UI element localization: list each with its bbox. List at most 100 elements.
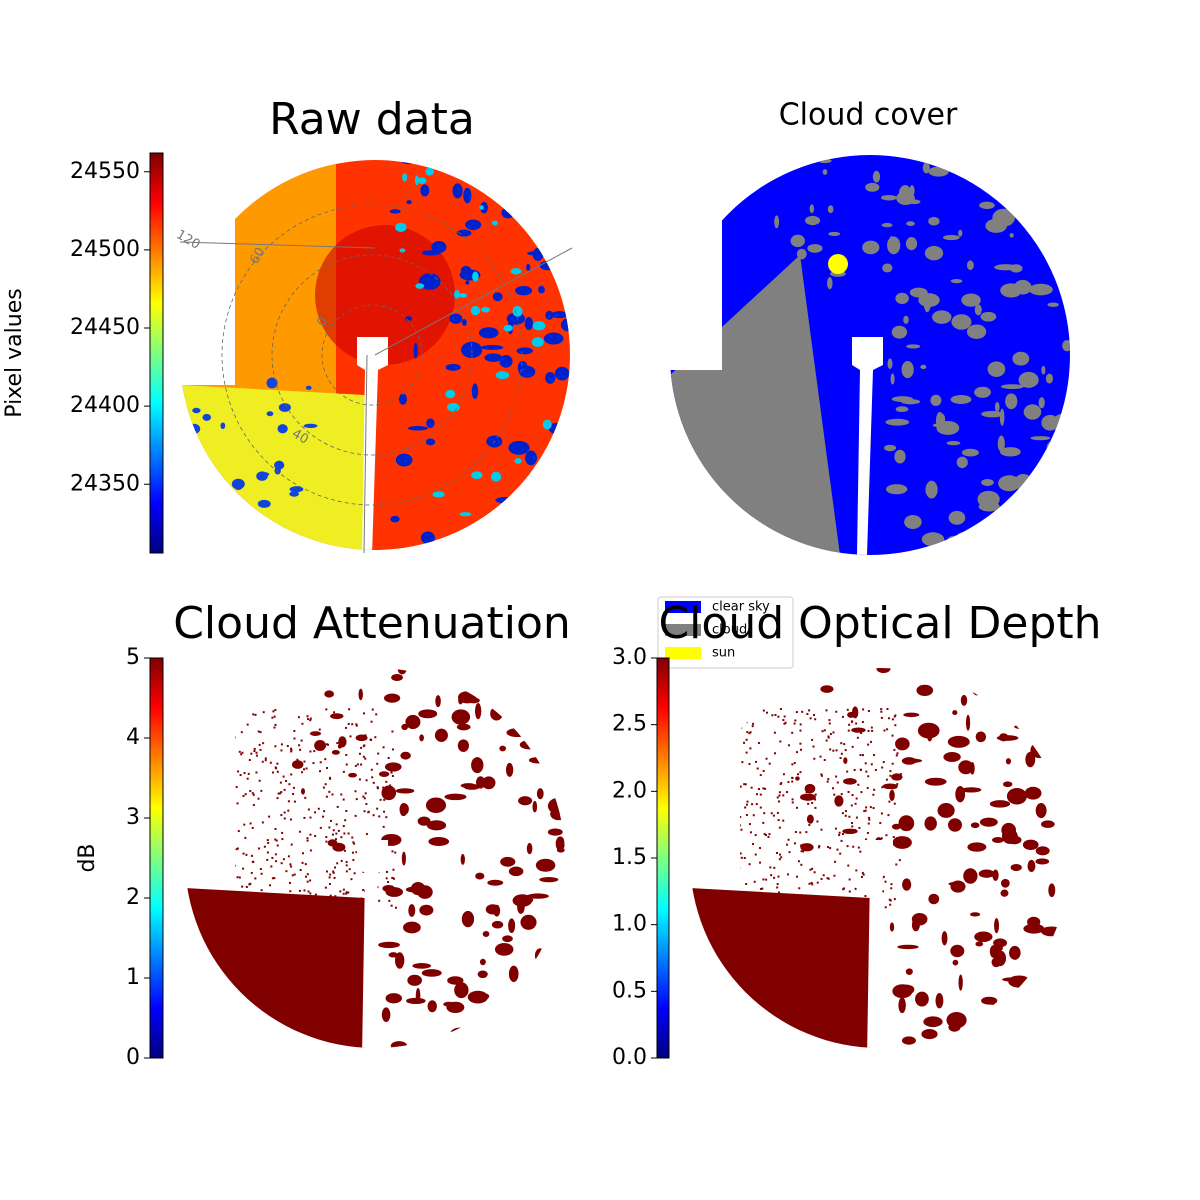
cloud-patch [796, 248, 807, 260]
cloud-pixel [834, 860, 837, 863]
cloud-patch [916, 684, 934, 697]
cloud-patch [538, 487, 561, 504]
cloud-patch [999, 408, 1005, 426]
cloud-pixel [736, 821, 739, 824]
cloud-pixel [376, 807, 379, 810]
cloud-pixel [864, 809, 867, 812]
cloud-pixel [385, 870, 388, 873]
cloud-patch [1001, 822, 1017, 838]
cloud-pixel [888, 717, 891, 720]
cloud-pixel [802, 850, 805, 853]
cloud-patch [924, 816, 937, 831]
cloud-patch [391, 673, 403, 682]
cloud-patch [521, 164, 532, 176]
cloud-pixel [245, 853, 248, 856]
cloud-patch [1038, 740, 1060, 749]
cloud-pixel [240, 753, 243, 756]
cloud-pixel [758, 847, 761, 850]
cloud-region [185, 888, 365, 1048]
cloud-patch [260, 472, 270, 477]
cloud-pixel [286, 744, 289, 747]
cloud-pixel [791, 731, 794, 734]
cloud-pixel [255, 754, 258, 757]
cloud-patch [1022, 839, 1039, 850]
cloud-patch [539, 219, 553, 228]
cloud-patch [981, 996, 998, 1005]
polar-grid [271, 254, 473, 456]
cloud-patch [232, 481, 237, 488]
cloud-patch [499, 745, 507, 752]
cloud-pixel [311, 897, 314, 900]
cloud-patch [305, 385, 312, 390]
cloud-pixel [307, 890, 310, 893]
cloud-patch [531, 495, 538, 510]
cloud-pixel [743, 783, 746, 786]
cloud-pixel [274, 838, 277, 841]
cloud-patch [544, 1042, 560, 1048]
cloud-pixel [267, 841, 270, 844]
cloud-patch [795, 776, 800, 781]
cloud-pixel [321, 903, 324, 906]
cloud-pixel [375, 713, 378, 716]
cloud-pixel [776, 796, 779, 799]
cloud-pixel [246, 723, 249, 726]
cloud-pixel [741, 720, 744, 723]
cloud-pixel [363, 810, 366, 813]
cloud-patch [471, 757, 484, 774]
cloud-patch [945, 535, 964, 553]
cloud-pixel [287, 800, 290, 803]
cloud-pixel [348, 708, 351, 711]
cloud-patch [1048, 883, 1056, 898]
cloud-pixel [862, 708, 865, 711]
cloud-pixel [283, 811, 286, 814]
cloud-patch [881, 222, 893, 228]
cloud-pixel [895, 754, 898, 757]
cloud-pixel [290, 749, 293, 752]
cloud-pixel [365, 833, 368, 836]
cloud-patch [479, 205, 484, 210]
cloud-pixel [762, 787, 765, 790]
cloud-pixel [243, 715, 246, 718]
cloud-patch [1009, 945, 1021, 960]
cloud-pixel [302, 852, 305, 855]
cloud-pixel [245, 885, 248, 888]
cloud-patch [557, 697, 562, 707]
cloud-patch [965, 714, 971, 731]
cloud-pixel [739, 852, 742, 855]
cloud-pixel [841, 812, 844, 815]
colorbar-tick-label: 24450 [70, 315, 140, 340]
cloud-pixel [243, 772, 246, 775]
cloud-pixel [293, 800, 296, 803]
cloud-pixel [782, 794, 785, 797]
cloud-patch [1014, 186, 1033, 203]
cloud-patch [985, 218, 1008, 233]
cloud-patch [520, 914, 537, 930]
cloud-pixel [266, 839, 269, 842]
cloud-patch [950, 944, 965, 958]
cloud-patch [540, 700, 559, 712]
cloud-pixel [762, 821, 765, 824]
cloud-patch [898, 185, 912, 203]
cloud-pixel [358, 752, 361, 755]
cloud-pixel [732, 878, 735, 881]
cloud-pixel [260, 872, 263, 875]
cloud-pixel [369, 738, 372, 741]
cloud-pixel [859, 850, 862, 853]
colorbar-tick-label: 2 [126, 885, 140, 910]
cloud-patch [390, 1041, 408, 1048]
cloud-patch [484, 353, 503, 362]
cloud-pixel [829, 733, 832, 736]
cloud-pixel [272, 771, 275, 774]
cloud-patch [535, 858, 556, 872]
cloud-pixel [748, 863, 751, 866]
cloud-patch [974, 386, 991, 398]
cloud-patch [495, 496, 516, 504]
cloud-pixel [290, 747, 293, 750]
cloud-patch [543, 197, 554, 214]
cloud-patch [524, 317, 534, 331]
cloud-patch [1038, 397, 1045, 409]
cloud-pixel [827, 735, 830, 738]
cloud-patch [526, 893, 549, 899]
cloud-patch [532, 471, 545, 483]
cloud-pixel [762, 878, 765, 881]
